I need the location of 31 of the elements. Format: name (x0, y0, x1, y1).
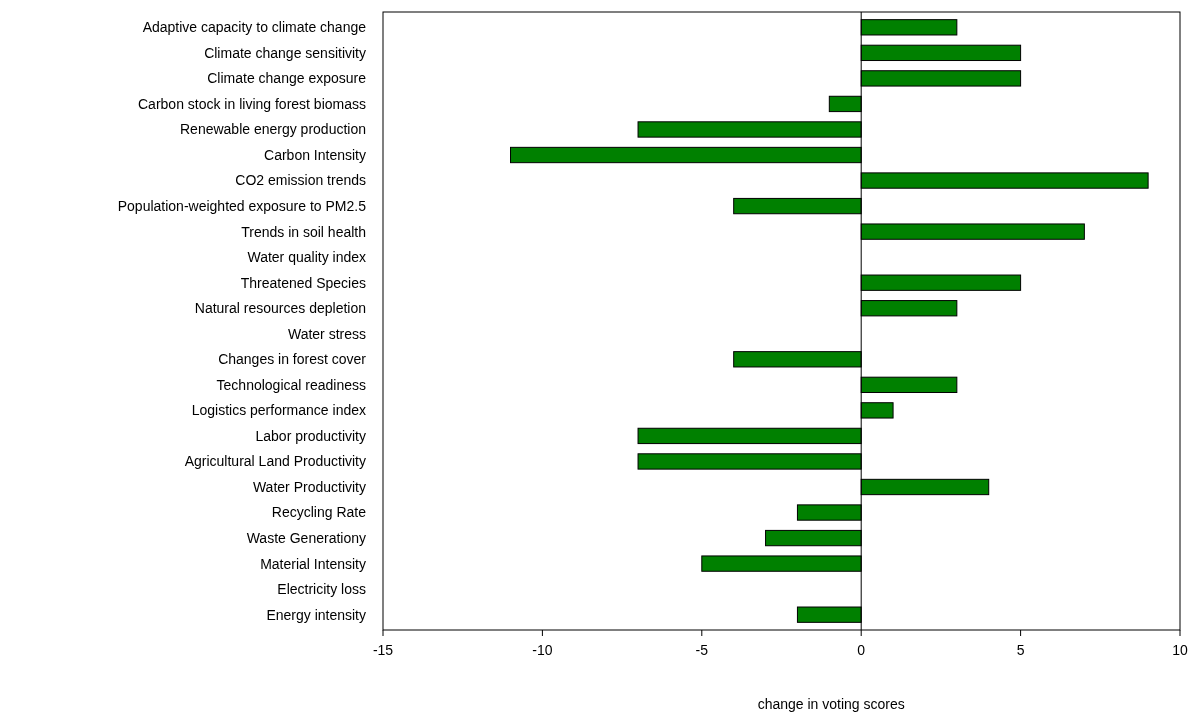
x-tick-label: -15 (372, 642, 394, 658)
y-tick-label: Agricultural Land Productivity (184, 453, 366, 470)
y-tick-label: CO2 emission trends (235, 172, 366, 189)
y-tick-label: Carbon Intensity (264, 146, 366, 163)
y-tick-label: Recycling Rate (271, 504, 367, 521)
x-tick-label: -10 (532, 642, 553, 658)
y-tick-label: Labor productivity (255, 427, 366, 444)
x-tick-label: 5 (1016, 642, 1025, 658)
x-tick-label: 10 (1172, 642, 1188, 658)
y-tick-label: Carbon stock in living forest biomass (138, 95, 366, 112)
x-tick-label: 0 (857, 642, 866, 658)
y-tick-label: Climate change exposure (207, 70, 367, 87)
y-tick-label: Water Productivity (252, 478, 366, 495)
y-tick-label: Electricity loss (277, 581, 366, 598)
y-tick-label: Trends in soil health (241, 223, 366, 240)
x-tick-label: -5 (695, 642, 709, 658)
y-tick-label: Adaptive capacity to climate change (142, 19, 367, 36)
y-tick-label: Water stress (287, 325, 366, 342)
y-tick-label: Changes in forest cover (218, 351, 367, 368)
y-tick-label: Energy intensity (266, 606, 366, 623)
y-tick-label: Waste Generationy (246, 529, 366, 546)
y-tick-label: Renewable energy production (179, 121, 366, 138)
y-tick-label: Threatened Species (240, 274, 366, 291)
y-tick-label: Water quality index (247, 249, 366, 266)
x-axis-title: change in voting scores (757, 696, 905, 712)
y-tick-label: Logistics performance index (191, 402, 366, 419)
y-tick-label: Natural resources depletion (194, 300, 366, 317)
y-tick-label: Climate change sensitivity (204, 44, 366, 61)
y-tick-label: Population-weighted exposure to PM2.5 (117, 197, 367, 214)
y-tick-label: Material Intensity (260, 555, 366, 572)
y-tick-label: Technological readiness (216, 376, 366, 393)
